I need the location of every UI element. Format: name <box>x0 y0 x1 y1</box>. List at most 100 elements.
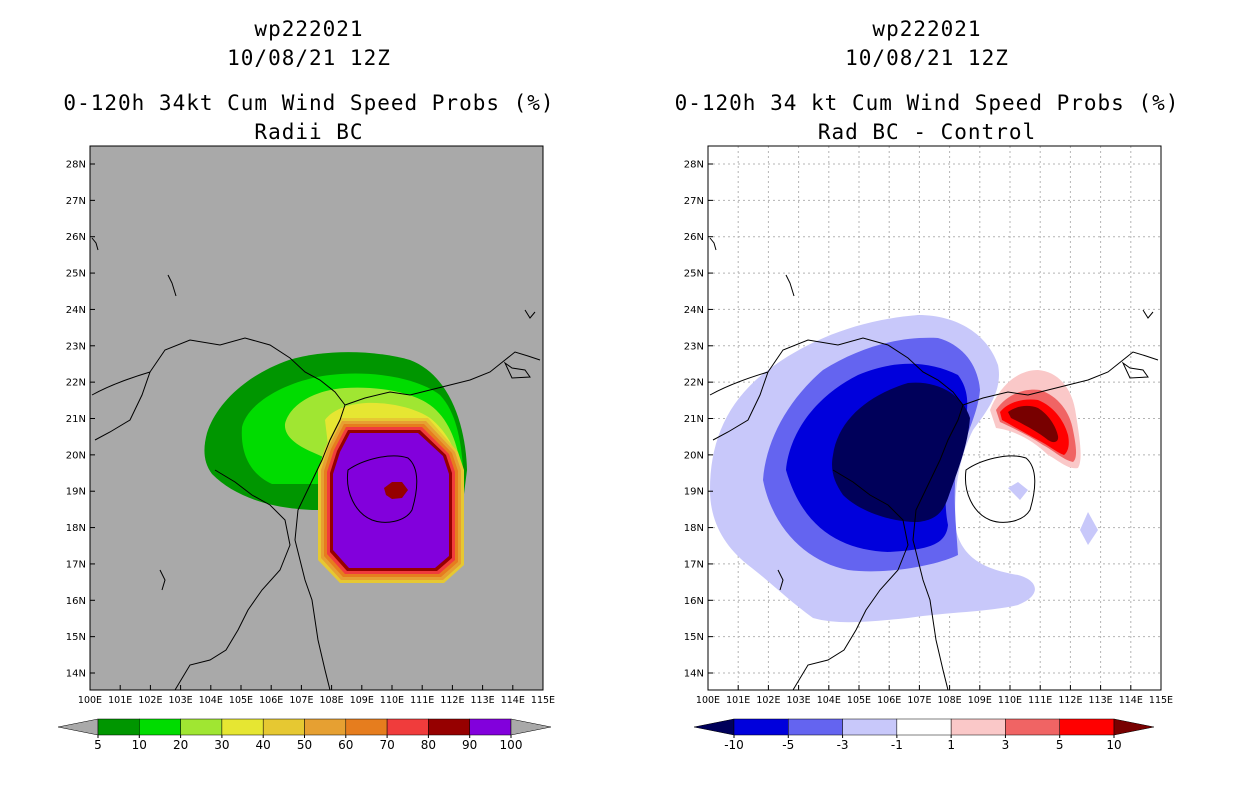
lon-tick-label: 105E <box>229 695 253 706</box>
lon-tick-label: 114E <box>501 695 525 706</box>
colorbar-label: 40 <box>256 738 271 752</box>
colorbar-under-arrow <box>57 718 99 736</box>
colorbar-swatch <box>386 718 429 736</box>
lon-tick-label: 101E <box>726 695 750 706</box>
lat-tick-label: 17N <box>684 559 704 570</box>
difference-contours <box>710 315 1098 623</box>
lon-tick-label: 109E <box>350 695 374 706</box>
lat-tick-label: 17N <box>66 559 86 570</box>
lat-tick-label: 25N <box>66 269 86 280</box>
map-title: 0-120h 34kt Cum Wind Speed Probs (%) <box>63 91 555 115</box>
lon-tick-label: 110E <box>380 695 404 706</box>
lon-tick-label: 112E <box>440 695 464 706</box>
colorbar-swatch <box>304 718 347 736</box>
lon-tick-label: 103E <box>787 695 811 706</box>
contour-90 <box>384 482 408 499</box>
lon-tick-label: 113E <box>471 695 495 706</box>
lon-tick-label: 114E <box>1119 695 1143 706</box>
lon-tick-label: 106E <box>877 695 901 706</box>
contour-minus1-patch <box>1080 512 1098 545</box>
colorbar-swatch <box>733 718 789 736</box>
colorbar-swatch <box>139 718 181 736</box>
colorbar-label: 90 <box>462 738 477 752</box>
lon-tick-label: 105E <box>847 695 871 706</box>
colorbar-label: 30 <box>214 738 229 752</box>
lat-tick-label: 19N <box>684 487 704 498</box>
lon-tick-label: 101E <box>108 695 132 706</box>
contour-plus10 <box>1008 405 1059 443</box>
lon-tick-label: 102E <box>138 695 162 706</box>
colorbar-swatch <box>428 718 470 736</box>
lon-tick-label: 112E <box>1058 695 1082 706</box>
lon-tick-label: 102E <box>756 695 780 706</box>
lat-tick-label: 22N <box>66 378 86 389</box>
lon-tick-label: 113E <box>1089 695 1113 706</box>
lon-tick-label: 107E <box>289 695 313 706</box>
map-axes: 14N 15N 16N 17N 18N 19N 20N 21N 22N 23N 24N 25N 26N 2… <box>66 160 555 707</box>
map-subtitle: Radii BC <box>254 120 364 144</box>
lon-tick-label: 108E <box>938 695 962 706</box>
colorbar-label: 5 <box>94 738 102 752</box>
lat-tick-label: 20N <box>66 450 86 461</box>
lon-tick-label: 106E <box>259 695 283 706</box>
coastlines-borders <box>91 237 541 691</box>
lon-tick-label: 100E <box>78 695 102 706</box>
datetime: 10/08/21 12Z <box>227 46 391 70</box>
probability-contours <box>204 352 467 583</box>
lat-tick-label: 15N <box>66 632 86 643</box>
colorbar-swatch <box>896 718 952 736</box>
colorbar: 5 10 20 30 40 50 60 70 80 90 100 <box>57 718 552 752</box>
colorbar-label: -5 <box>782 738 794 752</box>
lon-tick-label: 103E <box>169 695 193 706</box>
lat-tick-label: 14N <box>66 669 86 680</box>
contour-minus1-patch <box>1008 482 1028 500</box>
datetime: 10/08/21 12Z <box>845 46 1009 70</box>
colorbar-label: 80 <box>421 738 436 752</box>
lat-tick-label: 21N <box>684 414 704 425</box>
lon-tick-label: 109E <box>968 695 992 706</box>
colorbar-label: 1 <box>947 738 955 752</box>
lat-tick-label: 28N <box>684 160 704 171</box>
lat-tick-label: 26N <box>66 232 86 243</box>
lon-tick-label: 111E <box>1028 695 1052 706</box>
lat-tick-label: 16N <box>66 596 86 607</box>
map-title: 0-120h 34 kt Cum Wind Speed Probs (%) <box>674 91 1180 115</box>
lat-tick-label: 26N <box>684 232 704 243</box>
colorbar-under-arrow <box>693 718 735 736</box>
lon-tick-label: 107E <box>907 695 931 706</box>
colorbar-label: 10 <box>1106 738 1121 752</box>
lat-tick-label: 28N <box>66 160 86 171</box>
panel-rad-bc-control: wp222021 10/08/21 12Z 0-120h 34 kt Cum W… <box>618 0 1236 800</box>
lon-tick-label: 115E <box>531 695 555 706</box>
colorbar-label: -1 <box>891 738 903 752</box>
colorbar-label: 70 <box>379 738 394 752</box>
contour-minus10 <box>832 382 970 522</box>
colorbar-over-arrow <box>510 718 552 736</box>
lat-tick-label: 21N <box>66 414 86 425</box>
colorbar-label: 20 <box>173 738 188 752</box>
colorbar-swatch <box>262 718 305 736</box>
panel-radii-bc: wp222021 10/08/21 12Z 0-120h 34kt Cum Wi… <box>57 17 555 752</box>
lon-tick-label: 108E <box>320 695 344 706</box>
lat-tick-label: 22N <box>684 378 704 389</box>
lat-tick-label: 20N <box>684 450 704 461</box>
colorbar-swatch <box>97 718 140 736</box>
colorbar-swatch <box>842 718 898 736</box>
lat-tick-label: 19N <box>66 487 86 498</box>
lat-tick-label: 25N <box>684 269 704 280</box>
lon-tick-label: 111E <box>410 695 434 706</box>
coastlines-borders <box>709 237 1159 691</box>
probability-difference-map: 14N 15N 16N 17N 18N 19N 20N 21N 22N 23N 24N 25N 26N 2… <box>684 145 1173 752</box>
lat-tick-label: 14N <box>684 669 704 680</box>
colorbar-label: 3 <box>1002 738 1010 752</box>
lat-tick-label: 23N <box>684 341 704 352</box>
colorbar-swatch <box>788 718 843 736</box>
lat-tick-label: 23N <box>66 341 86 352</box>
colorbar-swatch <box>221 718 264 736</box>
colorbar-swatch <box>180 718 223 736</box>
colorbar: -10 -5 -3 -1 1 3 5 10 <box>693 718 1155 752</box>
lat-tick-label: 15N <box>684 632 704 643</box>
colorbar-swatch <box>345 718 388 736</box>
lat-tick-label: 24N <box>66 305 86 316</box>
storm-id: wp222021 <box>254 17 364 41</box>
